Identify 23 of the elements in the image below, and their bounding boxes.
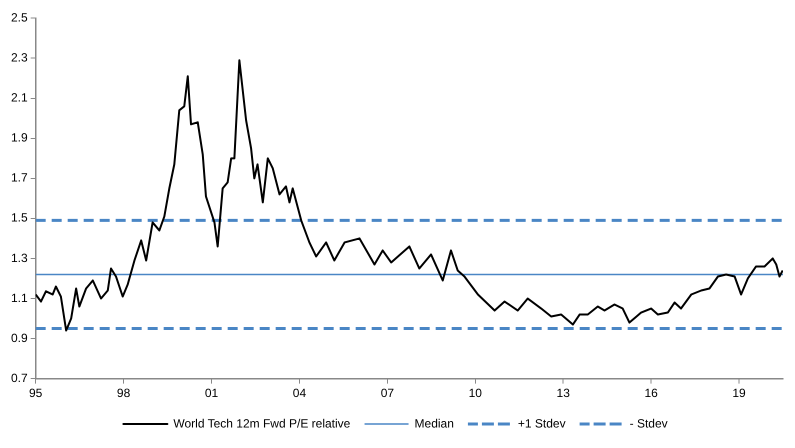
y-tick-label: 1.5	[10, 210, 28, 225]
legend-label: - Stdev	[630, 416, 668, 430]
x-tick-label: 16	[644, 386, 658, 400]
y-tick-label: 1.3	[10, 250, 28, 265]
y-tick-label: 1.9	[10, 130, 28, 145]
x-tick-label: 19	[732, 386, 746, 400]
y-tick-label: 1.7	[10, 170, 28, 185]
y-tick-label: 1.1	[10, 290, 28, 305]
y-tick-label: 2.3	[10, 50, 28, 65]
x-tick-label: 04	[292, 386, 306, 400]
y-tick-label: 0.7	[10, 370, 28, 385]
y-tick-label: 0.9	[10, 330, 28, 345]
x-tick-label: 10	[468, 386, 482, 400]
legend-label: World Tech 12m Fwd P/E relative	[173, 416, 351, 430]
legend-label: Median	[414, 416, 454, 430]
x-tick-label: 07	[380, 386, 394, 400]
x-tick-label: 95	[29, 386, 43, 400]
legend-label: +1 Stdev	[518, 416, 566, 430]
y-tick-label: 2.5	[10, 10, 28, 25]
x-tick-label: 98	[116, 386, 131, 400]
x-tick-label: 13	[556, 386, 570, 400]
y-tick-label: 2.1	[10, 90, 28, 105]
x-tick-label: 01	[204, 386, 219, 400]
